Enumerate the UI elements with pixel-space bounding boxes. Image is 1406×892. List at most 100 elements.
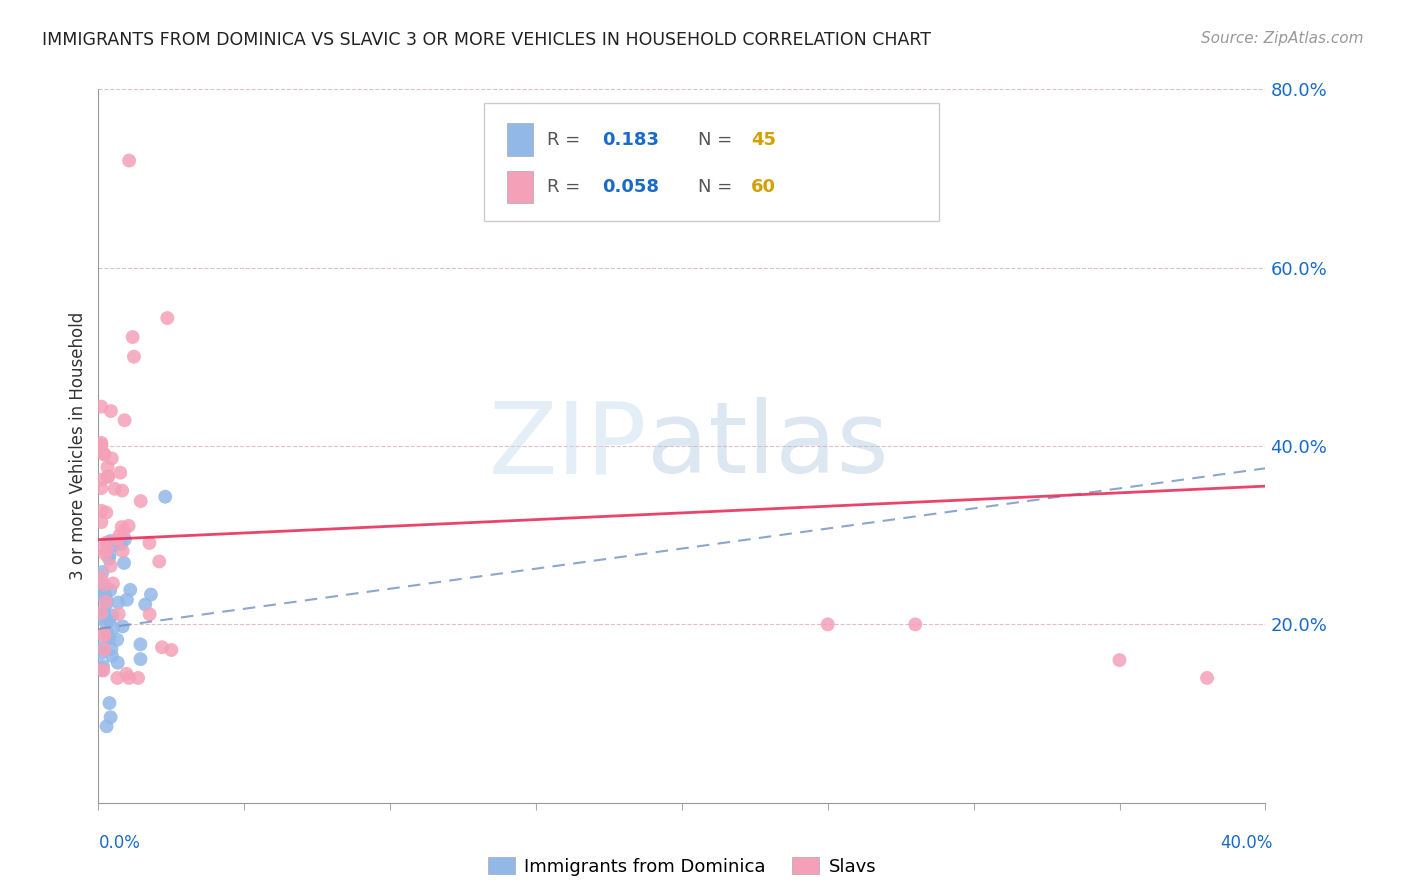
Point [90,640,112,655]
Point [90,504,112,518]
Point [114,413,136,427]
Text: N =: N = [699,130,738,148]
Point [100,558,122,573]
Point [90,438,112,452]
Point [115,666,138,681]
Point [90,473,112,487]
Point [1195,671,1218,685]
Point [93,577,115,591]
Text: 40.0%: 40.0% [1220,834,1272,852]
Point [139,588,162,602]
Point [120,582,142,597]
Point [98,583,121,598]
Point [96,719,118,733]
Point [96,535,118,549]
Point [96,542,118,557]
Text: 0.183: 0.183 [603,130,659,148]
Point [108,528,131,542]
Point [93,627,115,641]
Point [90,588,112,602]
Point [101,648,124,663]
Point [148,554,170,568]
Point [90,541,112,556]
Point [96,506,118,520]
Point [129,494,152,508]
Point [117,519,139,533]
Point [111,544,134,558]
FancyBboxPatch shape [508,123,533,155]
Point [121,330,143,344]
Point [100,534,122,549]
Text: Source: ZipAtlas.com: Source: ZipAtlas.com [1201,31,1364,46]
Point [115,592,138,607]
Point [111,619,134,633]
Point [90,481,112,495]
Point [93,605,115,619]
Point [98,547,121,561]
Point [105,671,128,685]
Point [904,617,927,632]
Point [100,710,122,724]
Point [103,538,125,552]
Text: 0.0%: 0.0% [98,834,141,852]
Text: 45: 45 [751,130,776,148]
Point [129,652,152,666]
Point [90,515,112,529]
Point [107,533,129,547]
Text: R =: R = [547,178,585,196]
Point [94,588,117,602]
FancyBboxPatch shape [508,171,533,203]
Point [105,632,128,647]
Point [107,607,129,621]
Point [96,593,118,607]
Point [93,581,115,595]
Point [118,671,141,685]
FancyBboxPatch shape [484,103,939,221]
Point [103,621,125,635]
Point [100,642,122,657]
Y-axis label: 3 or more Vehicles in Household: 3 or more Vehicles in Household [69,312,87,580]
Point [90,570,112,584]
Text: N =: N = [699,178,738,196]
Point [94,616,117,631]
Text: ZIP: ZIP [488,398,647,494]
Point [96,624,118,639]
Point [110,537,132,551]
Point [90,400,112,414]
Text: IMMIGRANTS FROM DOMINICA VS SLAVIC 3 OR MORE VEHICLES IN HOUSEHOLD CORRELATION C: IMMIGRANTS FROM DOMINICA VS SLAVIC 3 OR … [42,31,931,49]
Point [150,640,173,655]
Point [122,350,145,364]
Point [101,576,124,591]
Point [90,663,112,677]
Point [118,153,141,168]
Point [90,435,112,450]
Point [90,606,112,620]
Point [93,588,115,602]
Point [97,469,120,483]
Point [111,520,134,534]
Point [93,447,115,461]
Point [817,617,839,632]
Point [93,448,115,462]
Point [97,630,120,644]
Point [138,607,160,622]
Point [93,664,115,678]
Point [112,556,135,570]
Point [110,466,132,480]
Point [94,547,117,561]
Point [100,451,122,466]
Point [97,613,120,627]
Point [107,595,129,609]
Point [112,524,135,538]
Point [127,671,149,685]
Point [94,595,117,609]
Point [91,587,114,601]
Point [100,404,122,418]
Point [107,656,129,670]
Text: R =: R = [547,130,585,148]
Point [93,642,115,657]
Text: 60: 60 [751,178,776,196]
Point [155,490,177,504]
Point [90,609,112,624]
Point [138,536,160,550]
